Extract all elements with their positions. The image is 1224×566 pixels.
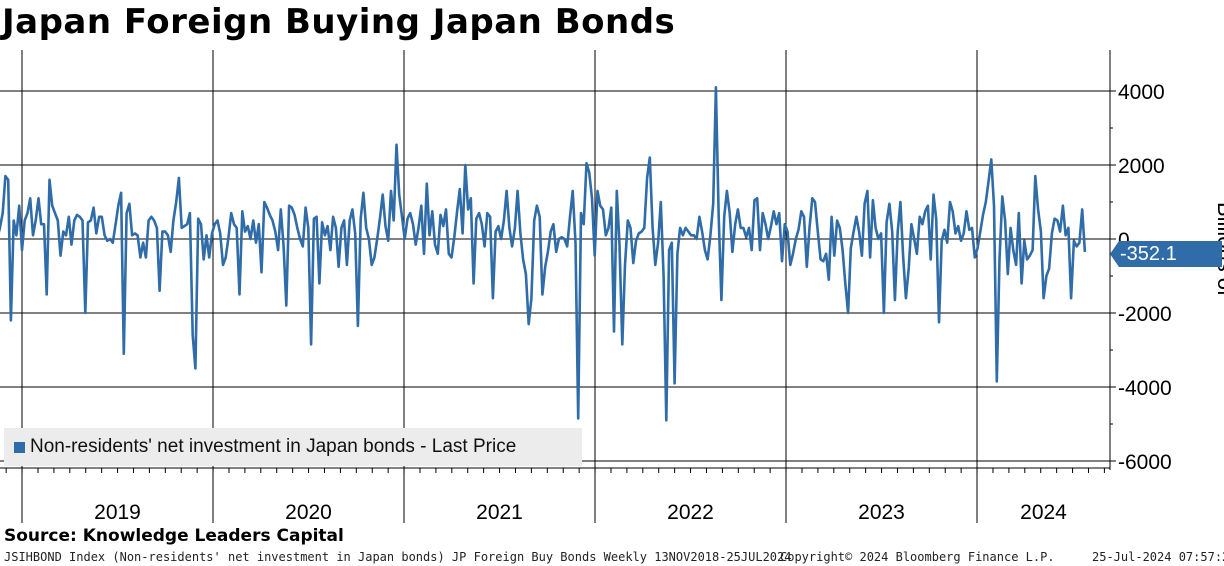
last-price-tag [1110, 241, 1222, 267]
chart-title: Japan Foreign Buying Japan Bonds [2, 2, 676, 42]
x-year-label: 2020 [285, 501, 332, 524]
legend-label: Non-residents' net investment in Japan b… [30, 436, 517, 457]
x-year-label: 2022 [667, 501, 714, 524]
y-tick-label: -6000 [1118, 451, 1172, 474]
x-year-label: 2021 [476, 501, 523, 524]
y-tick-label: -4000 [1118, 377, 1172, 400]
y-tick-label: 2000 [1118, 155, 1165, 178]
y-tick-label: 0 [1118, 229, 1130, 252]
legend: Non-residents' net investment in Japan b… [4, 428, 582, 466]
last-price-value: -352.1 [1120, 243, 1177, 265]
footer-date: 25-Jul-2024 07:57:24 [1092, 550, 1224, 564]
y-tick-label: 4000 [1118, 81, 1165, 104]
source-note: Source: Knowledge Leaders Capital [4, 526, 344, 546]
footer-index-description: JSIHBOND Index (Non-residents' net inves… [4, 550, 792, 564]
axis-layer: 4000 2000 0 -2000 -4000 -6000 2019 2020 2021 2022… [0, 50, 1172, 524]
legend-swatch [14, 441, 25, 453]
footer-copyright: Copyright© 2024 Bloomberg Finance L.P. [780, 550, 1055, 564]
last-price-tag-shape [1110, 241, 1222, 267]
y-tick-label: -2000 [1118, 303, 1172, 326]
x-year-label: 2019 [94, 501, 141, 524]
x-year-label: 2023 [858, 501, 905, 524]
series-line [0, 86, 1087, 422]
series-layer [0, 86, 1087, 422]
x-year-label: 2024 [1020, 501, 1067, 524]
